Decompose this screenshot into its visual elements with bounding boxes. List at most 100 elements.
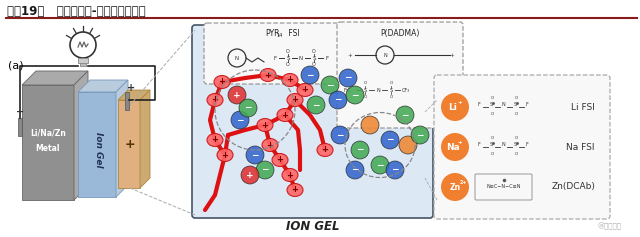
Circle shape	[307, 96, 325, 114]
Circle shape	[411, 126, 429, 144]
Circle shape	[381, 131, 399, 149]
Polygon shape	[74, 71, 88, 200]
Text: +: +	[450, 53, 454, 58]
Circle shape	[346, 86, 364, 104]
Text: +: +	[321, 146, 328, 155]
Text: +: +	[211, 96, 218, 105]
Text: O: O	[490, 152, 493, 156]
Polygon shape	[78, 92, 116, 197]
Text: N: N	[502, 102, 506, 108]
Text: S: S	[490, 142, 493, 147]
Text: −: −	[236, 115, 244, 124]
Circle shape	[246, 146, 264, 164]
Text: +: +	[262, 120, 269, 129]
Text: S: S	[312, 55, 316, 60]
Bar	[18, 118, 22, 136]
Text: +: +	[348, 53, 353, 58]
Ellipse shape	[207, 94, 223, 106]
Text: O: O	[364, 81, 367, 85]
Polygon shape	[22, 71, 88, 85]
Circle shape	[346, 161, 364, 179]
Text: (a): (a)	[8, 60, 24, 70]
Text: S: S	[286, 55, 290, 60]
Text: +: +	[276, 155, 284, 164]
Text: +: +	[233, 91, 241, 100]
Text: −: −	[351, 165, 359, 174]
FancyBboxPatch shape	[204, 23, 340, 84]
Text: −: −	[312, 100, 320, 109]
FancyBboxPatch shape	[192, 25, 433, 218]
Ellipse shape	[214, 76, 230, 88]
Ellipse shape	[282, 169, 298, 182]
Ellipse shape	[287, 94, 303, 106]
Text: P(DADMA): P(DADMA)	[380, 28, 420, 37]
Text: F: F	[325, 55, 328, 60]
Text: PYR: PYR	[265, 28, 279, 37]
Text: Metal: Metal	[36, 144, 60, 153]
Circle shape	[301, 66, 319, 84]
Text: O: O	[364, 95, 367, 99]
Circle shape	[329, 91, 347, 109]
Text: +: +	[266, 141, 273, 150]
Text: F: F	[478, 142, 481, 147]
Text: O: O	[286, 63, 290, 68]
Text: CF₃: CF₃	[402, 87, 410, 92]
Polygon shape	[118, 100, 140, 188]
Text: −: −	[16, 107, 24, 117]
Text: +: +	[127, 83, 135, 93]
Polygon shape	[22, 85, 74, 200]
Text: O: O	[490, 136, 493, 140]
Text: +: +	[221, 150, 228, 160]
Text: O: O	[490, 112, 493, 116]
Text: ION GEL: ION GEL	[285, 219, 339, 232]
Text: F: F	[273, 55, 276, 60]
Ellipse shape	[297, 83, 313, 96]
Circle shape	[361, 116, 379, 134]
Text: N: N	[502, 142, 506, 147]
Text: O: O	[515, 152, 518, 156]
Ellipse shape	[217, 149, 233, 161]
Text: N: N	[235, 55, 239, 60]
Text: @未来智库: @未来智库	[598, 223, 622, 230]
Circle shape	[231, 111, 249, 129]
Text: Na: Na	[446, 142, 460, 151]
Text: +: +	[458, 100, 462, 105]
Text: −: −	[326, 81, 333, 90]
Text: F: F	[526, 102, 529, 108]
Text: Ion Gel: Ion Gel	[95, 132, 104, 167]
Text: −: −	[336, 131, 344, 140]
Circle shape	[371, 156, 389, 174]
Circle shape	[399, 136, 417, 154]
Ellipse shape	[262, 138, 278, 151]
Text: S: S	[389, 87, 392, 92]
Text: F: F	[526, 142, 529, 147]
Text: Li: Li	[449, 102, 458, 111]
Ellipse shape	[282, 73, 298, 87]
Text: +: +	[301, 86, 308, 95]
Ellipse shape	[287, 183, 303, 196]
Text: O: O	[515, 96, 518, 100]
Text: 14: 14	[277, 32, 283, 37]
Text: −: −	[261, 165, 269, 174]
Text: −: −	[307, 70, 314, 79]
Ellipse shape	[207, 133, 223, 146]
Text: 2+: 2+	[460, 179, 467, 184]
Text: −: −	[356, 146, 364, 155]
Text: Zn(DCAb): Zn(DCAb)	[551, 182, 595, 191]
Bar	[125, 92, 129, 110]
Text: F₃C: F₃C	[344, 87, 352, 92]
Text: N≡C−N−C≡N: N≡C−N−C≡N	[487, 184, 521, 190]
Text: +: +	[282, 110, 289, 119]
Circle shape	[441, 173, 469, 201]
Text: −: −	[334, 96, 342, 105]
Text: Li/Na/Zn: Li/Na/Zn	[30, 129, 66, 138]
Text: S: S	[364, 87, 367, 92]
Text: −: −	[416, 131, 424, 140]
Text: +: +	[211, 136, 218, 145]
Text: O: O	[515, 112, 518, 116]
Circle shape	[331, 126, 349, 144]
Text: FSI: FSI	[286, 28, 300, 37]
Text: −: −	[391, 165, 399, 174]
Text: +: +	[287, 76, 294, 85]
Circle shape	[241, 166, 259, 184]
